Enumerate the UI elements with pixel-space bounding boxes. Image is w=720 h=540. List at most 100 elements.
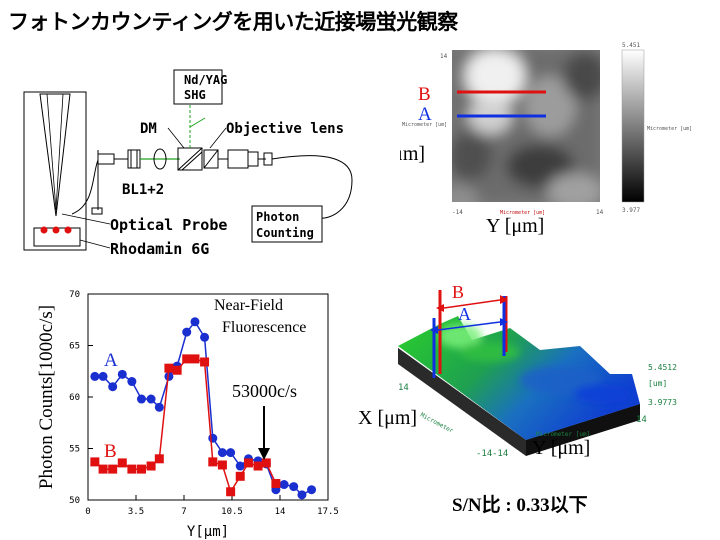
photon-label-1: Photon bbox=[256, 210, 299, 224]
data-point-b bbox=[98, 464, 108, 474]
data-point-b bbox=[182, 354, 192, 364]
surface-arrow-b bbox=[443, 299, 501, 309]
data-point-a bbox=[90, 371, 100, 381]
data-point-b bbox=[164, 363, 174, 373]
sample-dot bbox=[64, 226, 72, 234]
fiber-connector-left bbox=[97, 153, 115, 165]
annotation-nearfield-1: Near-Field bbox=[214, 297, 283, 314]
data-point-b bbox=[127, 464, 137, 474]
data-point-b bbox=[217, 460, 227, 470]
lens-bl2 bbox=[153, 148, 167, 170]
objective-lens bbox=[227, 149, 249, 169]
map-left-unit: Micrometer [um] bbox=[402, 122, 447, 128]
data-point-b bbox=[190, 354, 200, 364]
data-point-b bbox=[253, 461, 263, 471]
series-label-b: B bbox=[104, 441, 117, 462]
page-title: フォトンカウンティングを用いた近接場蛍光観察 bbox=[8, 10, 458, 34]
data-point-a bbox=[279, 480, 289, 490]
map-label-b: B bbox=[418, 84, 431, 105]
surface-scale-bottom: 3.9773 bbox=[648, 398, 677, 407]
surface-axis-text-1: Micrometer [um] bbox=[536, 431, 590, 438]
x-tick-label: 7 bbox=[181, 507, 186, 517]
dm-label: DM bbox=[140, 121, 157, 137]
data-point-b bbox=[90, 457, 100, 467]
data-point-a bbox=[200, 332, 210, 342]
data-point-a bbox=[297, 490, 307, 500]
photon-label-2: Counting bbox=[256, 226, 314, 240]
data-point-a bbox=[182, 327, 192, 337]
y-tick-label: 65 bbox=[69, 342, 80, 352]
x-tick-label: 10.5 bbox=[221, 507, 243, 517]
annotation-nearfield-2: Fluorescence bbox=[222, 319, 306, 336]
probe-label: Optical Probe bbox=[110, 216, 227, 234]
surface-label-b: B bbox=[452, 282, 464, 302]
annotation-value: 53000c/s bbox=[232, 381, 297, 401]
data-point-a bbox=[208, 433, 218, 443]
data-point-a bbox=[226, 448, 236, 458]
map-bottom-unit: Micrometer [um] bbox=[500, 210, 545, 216]
map-left-bottom: -14 bbox=[452, 209, 463, 216]
surface-corner-14-left: 14 bbox=[398, 383, 409, 393]
data-point-a bbox=[127, 377, 137, 387]
data-point-b bbox=[154, 454, 164, 464]
x-tick-label: 17.5 bbox=[317, 507, 339, 517]
sample-dot bbox=[52, 226, 60, 234]
colorbar bbox=[621, 49, 645, 203]
data-point-a bbox=[307, 485, 317, 495]
data-point-b bbox=[200, 357, 210, 367]
annotation-arrowhead bbox=[258, 448, 270, 460]
surface-arrow-a bbox=[437, 321, 501, 331]
fiber-right bbox=[271, 155, 353, 219]
data-point-b bbox=[235, 471, 245, 481]
objective-label: Objective lens bbox=[226, 121, 344, 137]
y-tick-label: 60 bbox=[69, 393, 80, 403]
data-point-b bbox=[243, 458, 253, 468]
data-point-b bbox=[261, 458, 271, 468]
probe-tip bbox=[39, 93, 71, 217]
colorbar-bottom: 3.977 bbox=[622, 207, 640, 214]
x-tick-label: 14 bbox=[275, 507, 286, 517]
surface-x-label: X [μm] bbox=[358, 407, 417, 429]
surface-corner-14-right: 14 bbox=[636, 415, 647, 425]
x-tick-label: 0 bbox=[85, 507, 90, 517]
map-bottom-right: 14 bbox=[596, 209, 604, 216]
photon-counting-box bbox=[251, 205, 323, 243]
surface-scale-unit: [um] bbox=[648, 379, 667, 388]
map-left-top: 14 bbox=[440, 53, 448, 60]
x-tick-label: 3.5 bbox=[128, 507, 144, 517]
data-point-b bbox=[117, 458, 127, 468]
data-point-b bbox=[172, 365, 182, 375]
chart-xlabel: Y[μm] bbox=[187, 524, 229, 540]
data-point-a bbox=[136, 394, 146, 404]
sample-dot bbox=[40, 226, 48, 234]
colorbar-top: 5.451 bbox=[622, 42, 640, 49]
surface-plot: B A 5.4512 [um] 3.9773 14 -14 -14 14 Mic… bbox=[358, 282, 677, 459]
surface-corner-m14: -14 bbox=[476, 449, 492, 459]
data-point-a bbox=[289, 482, 299, 492]
bl-label: BL1+2 bbox=[122, 182, 164, 198]
fiber-left bbox=[71, 150, 99, 215]
laser-label-2: SHG bbox=[184, 88, 206, 102]
surface-corner-m14-b: -14 bbox=[492, 449, 508, 459]
data-point-b bbox=[146, 461, 156, 471]
y-tick-label: 70 bbox=[69, 290, 80, 300]
image-map: B A 14 Micrometer [um] -14 Micrometer [u… bbox=[400, 42, 692, 236]
data-point-b bbox=[136, 464, 146, 474]
sample-label: Rhodamin 6G bbox=[110, 240, 209, 258]
laser-box bbox=[173, 69, 223, 105]
data-point-b bbox=[208, 457, 218, 467]
surface-y-label: Y [μm] bbox=[532, 437, 590, 459]
surface-scale-top: 5.4512 bbox=[648, 363, 677, 372]
photon-chart: 0 3.5 7 10.5 14 17.5 50 55 60 65 70 Photon Counts[… bbox=[36, 290, 339, 540]
data-point-a bbox=[108, 382, 118, 392]
map-x-label: X [μm] bbox=[400, 143, 425, 165]
data-point-a bbox=[164, 371, 174, 381]
series-label-a: A bbox=[104, 350, 118, 371]
laser-label-1: Nd/YAG bbox=[184, 73, 227, 87]
data-point-a bbox=[98, 371, 108, 381]
map-label-a: A bbox=[418, 104, 432, 125]
probe-frame bbox=[23, 91, 87, 251]
data-point-b bbox=[226, 487, 236, 497]
y-tick-label: 50 bbox=[69, 496, 80, 506]
